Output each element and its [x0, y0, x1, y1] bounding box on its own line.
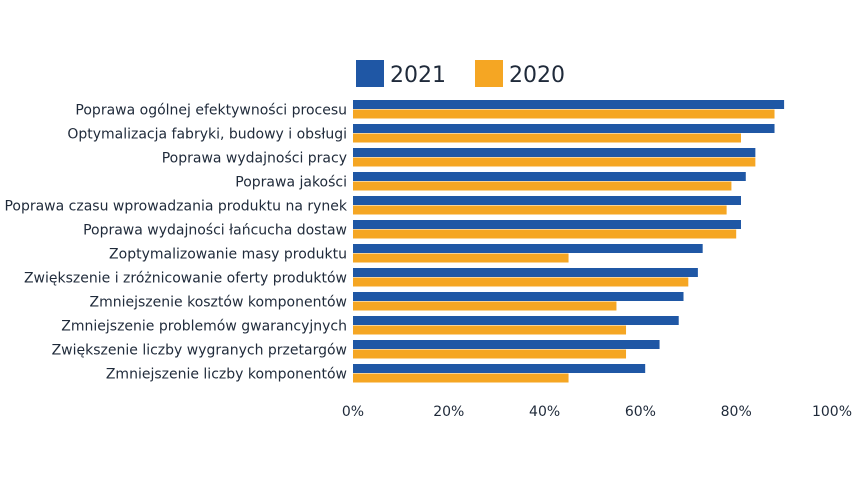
bar-2020-12 — [353, 373, 569, 383]
category-label: Zmniejszenie liczby komponentów — [106, 367, 347, 383]
bar-2021-10 — [353, 316, 679, 325]
category-label: Zmniejszenie problemów gwarancyjnych — [61, 319, 347, 335]
bar-2021-7 — [353, 244, 703, 253]
category-label: Zmniejszenie kosztów komponentów — [90, 295, 347, 311]
bar-2020-9 — [353, 301, 617, 311]
legend-label-2021: 2021 — [390, 63, 446, 88]
legend-label-2020: 2020 — [509, 63, 565, 88]
x-tick-label: 80% — [721, 404, 752, 420]
category-labels: Poprawa ogólnej efektywności procesu Opty… — [4, 103, 347, 383]
bar-2021-2 — [353, 124, 775, 133]
bars — [353, 100, 785, 383]
bar-2021-5 — [353, 196, 741, 205]
category-label: Poprawa wydajności pracy — [162, 151, 347, 167]
category-label: Poprawa ogólnej efektywności procesu — [75, 103, 347, 119]
bar-2020-2 — [353, 133, 741, 143]
bar-2021-9 — [353, 292, 684, 301]
bar-2021-12 — [353, 364, 646, 373]
category-label: Zoptymalizowanie masy produktu — [109, 247, 347, 263]
category-label: Zwiększenie liczby wygranych przetargów — [52, 343, 347, 359]
x-tick-label: 40% — [529, 404, 560, 420]
bar-2021-6 — [353, 220, 741, 229]
category-label: Poprawa czasu wprowadzania produktu na r… — [4, 199, 347, 215]
x-axis-ticks: 0% 20% 40% 60% 80% 100% — [342, 404, 852, 420]
x-tick-label: 20% — [433, 404, 464, 420]
bar-2020-7 — [353, 253, 569, 263]
legend: 2021 2020 — [356, 60, 565, 88]
legend-swatch-2021 — [356, 60, 384, 87]
category-label: Zwiększenie i zróżnicowanie oferty produ… — [24, 271, 347, 287]
bar-2020-10 — [353, 325, 627, 335]
bar-2020-5 — [353, 205, 727, 215]
bar-2020-6 — [353, 229, 737, 239]
category-label: Optymalizacja fabryki, budowy i obsługi — [67, 127, 347, 143]
bar-2020-4 — [353, 181, 732, 191]
legend-swatch-2020 — [475, 60, 503, 87]
bar-2021-4 — [353, 172, 746, 181]
category-label: Poprawa wydajności łańcucha dostaw — [83, 223, 347, 239]
bar-2021-11 — [353, 340, 660, 349]
x-tick-label: 0% — [342, 404, 364, 420]
category-label: Poprawa jakości — [235, 175, 347, 191]
bar-2020-1 — [353, 109, 775, 119]
bar-2021-8 — [353, 268, 698, 277]
x-tick-label: 100% — [812, 404, 852, 420]
x-tick-label: 60% — [625, 404, 656, 420]
bar-2020-8 — [353, 277, 689, 287]
bar-2020-11 — [353, 349, 627, 359]
bar-2021-3 — [353, 148, 756, 157]
bar-2020-3 — [353, 157, 756, 167]
bar-2021-1 — [353, 100, 785, 109]
